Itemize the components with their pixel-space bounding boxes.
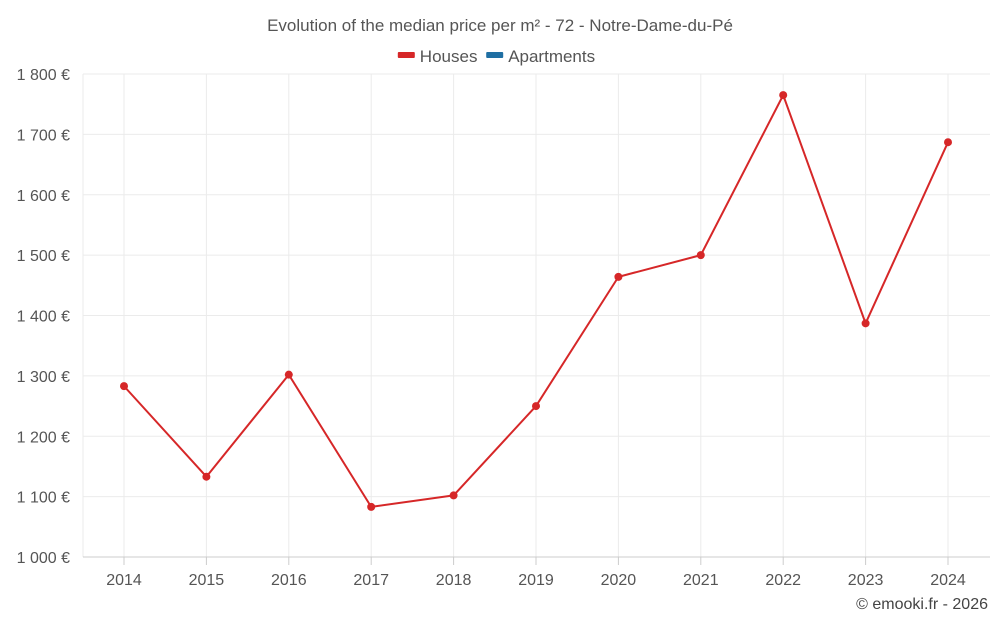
legend: Houses Apartments	[397, 47, 595, 66]
legend-swatch	[486, 52, 504, 58]
y-tick-label: 1 000 €	[17, 550, 70, 567]
x-tick-label: 2014	[106, 572, 142, 589]
y-tick-label: 1 300 €	[17, 369, 70, 386]
x-tick-label: 2018	[436, 572, 472, 589]
x-tick-label: 2023	[848, 572, 884, 589]
x-tick-label: 2016	[271, 572, 307, 589]
data-point[interactable]	[532, 402, 540, 411]
y-tick-label: 1 800 €	[17, 67, 70, 84]
axes: 1 000 € 1 100 € 1 200 € 1 300 € 1 400 € 1 500…	[17, 67, 990, 589]
chart-title: Evolution of the median price per m² - 7…	[267, 16, 733, 35]
x-tick-label: 2019	[518, 572, 554, 589]
credit-text: © emooki.fr - 2026	[856, 596, 988, 613]
legend-label: Apartments	[508, 47, 595, 66]
legend-item-apartments[interactable]: Apartments	[486, 47, 595, 66]
x-tick-label: 2017	[353, 572, 389, 589]
legend-item-houses[interactable]: Houses	[397, 47, 478, 66]
data-point[interactable]	[202, 472, 211, 481]
data-point[interactable]	[284, 370, 293, 379]
x-tick-label: 2022	[765, 572, 801, 589]
y-tick-label: 1 400 €	[17, 309, 70, 326]
data-point[interactable]	[449, 491, 458, 500]
x-tick-label: 2024	[930, 572, 966, 589]
legend-label: Houses	[420, 47, 478, 66]
data-point[interactable]	[696, 251, 705, 260]
series-layer	[120, 91, 952, 511]
y-tick-label: 1 100 €	[17, 490, 70, 507]
legend-swatch	[397, 52, 415, 58]
x-tick-label: 2020	[601, 572, 637, 589]
x-tick-label: 2015	[189, 572, 225, 589]
data-point[interactable]	[367, 502, 376, 511]
data-point[interactable]	[779, 91, 788, 100]
data-point[interactable]	[614, 272, 623, 281]
x-tick-label: 2021	[683, 572, 719, 589]
y-tick-label: 1 700 €	[17, 127, 70, 144]
data-point[interactable]	[944, 138, 952, 147]
data-point[interactable]	[861, 319, 870, 328]
data-point[interactable]	[120, 382, 128, 391]
gridlines	[82, 73, 990, 558]
y-tick-label: 1 200 €	[17, 429, 70, 446]
y-tick-label: 1 600 €	[17, 188, 70, 205]
y-tick-label: 1 500 €	[17, 248, 70, 265]
